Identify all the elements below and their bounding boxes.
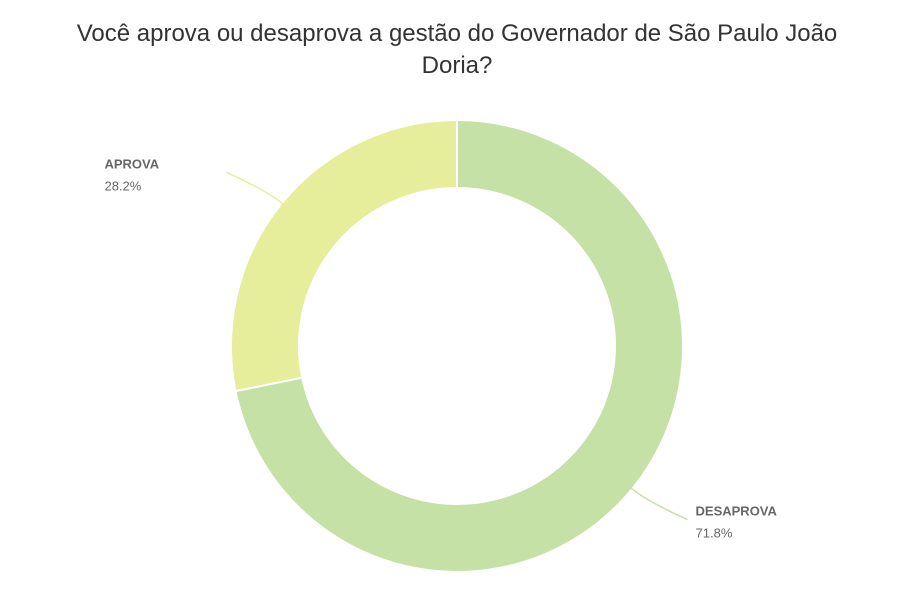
leader-line <box>630 487 688 521</box>
category-label: APROVA <box>104 156 159 171</box>
donut-slice <box>230 118 458 393</box>
chart-title: Você aprova ou desaprova a gestão do Gov… <box>76 20 838 79</box>
leader-line <box>226 171 284 205</box>
value-label: 28.2% <box>104 178 141 193</box>
category-label: DESAPROVA <box>696 504 778 519</box>
value-label: 71.8% <box>696 526 733 541</box>
donut-slice <box>234 118 684 573</box>
